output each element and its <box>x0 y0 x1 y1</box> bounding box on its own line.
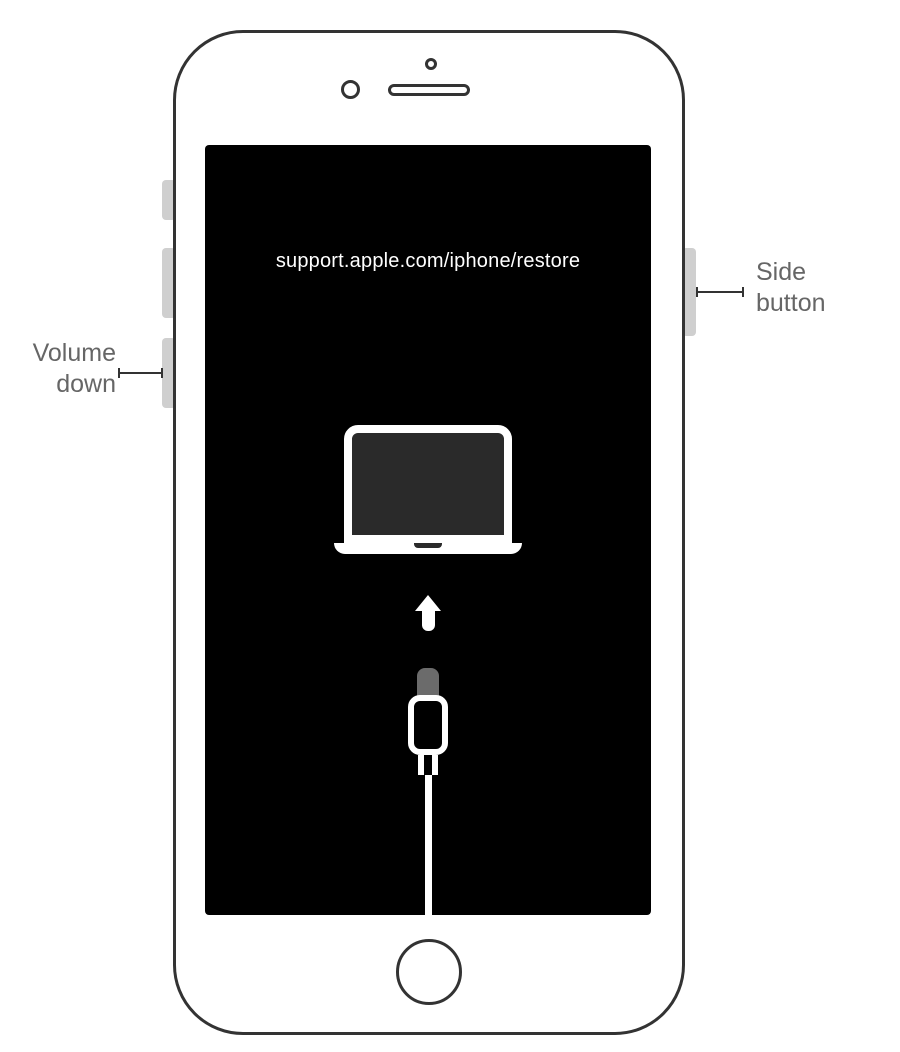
strain-relief-icon <box>418 755 438 775</box>
cable-line-icon <box>425 775 432 915</box>
laptop-notch-icon <box>414 543 442 548</box>
lightning-cable-icon <box>408 668 448 915</box>
proximity-sensor-icon <box>425 58 437 70</box>
restore-url-text: support.apple.com/iphone/restore <box>205 250 651 273</box>
front-camera-icon <box>341 80 360 99</box>
laptop-icon <box>334 425 522 554</box>
connector-collar-icon <box>408 695 448 755</box>
earpiece-speaker-icon <box>388 84 470 96</box>
label-volume-down: Volume down <box>6 338 116 401</box>
home-button <box>396 939 462 1005</box>
leader-line-volume-down <box>118 372 163 374</box>
leader-line-side-button <box>696 291 744 293</box>
label-side-button: Side button <box>756 257 896 320</box>
arrow-up-icon <box>415 595 441 631</box>
iphone-restore-diagram: support.apple.com/iphone/restore Volume … <box>0 0 900 1052</box>
connector-tip-icon <box>417 668 439 698</box>
laptop-display-icon <box>344 425 512 543</box>
device-screen: support.apple.com/iphone/restore <box>205 145 651 915</box>
laptop-base-icon <box>334 543 522 554</box>
